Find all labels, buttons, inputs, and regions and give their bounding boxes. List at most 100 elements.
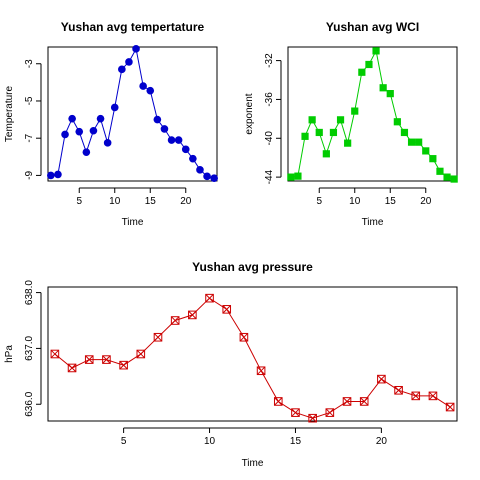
chart-3-y-tick-label: 636.0 (24, 391, 35, 416)
chart-1-y-tick-label: -9 (24, 171, 35, 180)
chart-1-point (96, 114, 105, 123)
chart-2-point (365, 60, 373, 69)
chart-3-point (222, 305, 232, 314)
chart-2-y-label: exponent (244, 93, 255, 134)
chart-3-point (136, 349, 146, 359)
chart-1-point (167, 136, 176, 144)
chart-1-point (210, 174, 218, 183)
chart-3-point (394, 385, 403, 395)
chart-2-point (443, 173, 451, 181)
chart-2-title: Yushan avg WCI (326, 20, 419, 34)
chart-1-point (110, 103, 119, 112)
chart-3-point (342, 397, 352, 406)
chart-1-point (75, 127, 84, 136)
chart-1-point (160, 125, 169, 133)
chart-2-point (393, 118, 401, 126)
chart-1-point (174, 136, 183, 144)
chart-3-point (67, 363, 77, 373)
chart-3-point (153, 332, 163, 342)
chart-2-x-tick-label: 5 (316, 196, 322, 207)
chart-1-x-tick-label: 5 (76, 196, 82, 207)
chart-2-y-tick-label: -40 (264, 131, 275, 146)
chart-2-point (308, 116, 316, 124)
chart-3-point (411, 391, 421, 401)
chart-2-point (400, 128, 409, 137)
chart-2-y-tick-label: -32 (264, 53, 275, 68)
chart-1-x-label: Time (122, 217, 144, 228)
chart-1-x-tick-label: 10 (109, 196, 121, 207)
chart-3-point (84, 355, 94, 364)
chart-1-title: Yushan avg tempertature (61, 20, 205, 34)
chart-1-point (47, 171, 55, 180)
chart-2-point (329, 128, 338, 137)
chart-1-y-label: Temperature (4, 85, 15, 142)
chart-2-x-tick-label: 15 (385, 196, 397, 207)
chart-2-point (287, 173, 295, 181)
chart-3-point (445, 402, 455, 412)
chart-2-y-tick-label: -36 (264, 92, 275, 107)
chart-1-point (82, 148, 91, 156)
chart-3-title: Yushan avg pressure (192, 260, 313, 274)
chart-1-x-tick-label: 15 (145, 196, 157, 207)
chart-3-point (205, 293, 214, 303)
chart-2-point (351, 107, 359, 115)
chart-1-point (196, 166, 204, 174)
chart-3-y-label: hPa (4, 345, 15, 363)
chart-1-point (103, 139, 112, 147)
chart-2-point (344, 139, 352, 147)
chart-3-point (239, 332, 249, 342)
chart-2-point (294, 172, 302, 180)
chart-3-frame (47, 286, 458, 422)
chart-1-point (189, 154, 197, 163)
chart-1-point (132, 45, 140, 53)
chart-1-frame (47, 46, 218, 182)
chart-3-point (291, 408, 300, 417)
chart-2-point (415, 138, 423, 146)
chart-3-y-tick-label: 638.0 (24, 280, 35, 305)
chart-2-point (436, 167, 444, 175)
chart-1-point (89, 126, 98, 135)
chart-2-point (301, 132, 309, 140)
chart-3-point (102, 355, 111, 364)
chart-3-series-line (54, 297, 451, 419)
chart-3-point (308, 413, 317, 423)
chart-1-y-tick-label: -7 (24, 133, 35, 142)
chart-1-y-tick-label: -3 (24, 59, 35, 68)
chart-3-x-tick-label: 5 (121, 436, 127, 447)
chart-2-point (379, 84, 387, 92)
chart-3-x-label: Time (242, 458, 264, 469)
chart-1-x-tick-label: 20 (180, 196, 192, 207)
chart-1-point (61, 130, 69, 139)
chart-2-point (315, 128, 323, 137)
chart-2-point (422, 147, 430, 155)
chart-3-y-tick-label: 637.0 (24, 335, 35, 360)
chart-1-point (146, 86, 155, 95)
chart-1-point (139, 82, 147, 90)
chart-1-point (203, 172, 211, 181)
chart-1-point (153, 115, 162, 124)
chart-1-point (54, 170, 62, 179)
chart-3-point (377, 374, 386, 384)
chart-3-point (119, 360, 128, 370)
chart-3-point (188, 310, 197, 320)
chart-3-point (50, 349, 60, 359)
chart-1-point (68, 114, 76, 123)
chart-2-point (372, 47, 380, 55)
chart-1-point (125, 58, 133, 66)
chart-2-point (386, 90, 394, 98)
chart-3-point (325, 408, 335, 417)
chart-3-x-tick-label: 15 (290, 436, 302, 447)
chart-2-y-tick-label: -44 (264, 169, 275, 184)
chart-2-point (336, 116, 345, 124)
chart-3-point (428, 391, 438, 401)
chart-3-x-tick-label: 20 (376, 436, 388, 447)
chart-2-frame (287, 46, 458, 182)
chart-2-point (322, 150, 330, 158)
chart-1-point (118, 65, 126, 74)
chart-2-x-tick-label: 10 (349, 196, 361, 207)
chart-3-x-tick-label: 10 (204, 436, 216, 447)
chart-1-y-tick-label: -5 (24, 96, 35, 105)
chart-3-point (256, 366, 266, 376)
chart-1-point (181, 145, 190, 154)
